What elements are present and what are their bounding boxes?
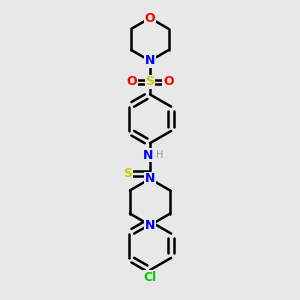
Text: S: S xyxy=(123,167,132,180)
Text: O: O xyxy=(126,75,137,88)
Text: N: N xyxy=(145,172,155,185)
Text: H: H xyxy=(156,150,163,160)
Text: N: N xyxy=(143,149,154,162)
Text: Cl: Cl xyxy=(143,271,157,284)
Text: N: N xyxy=(145,54,155,67)
Text: O: O xyxy=(163,75,174,88)
Text: O: O xyxy=(145,11,155,25)
Text: N: N xyxy=(145,219,155,232)
Text: S: S xyxy=(146,75,154,88)
